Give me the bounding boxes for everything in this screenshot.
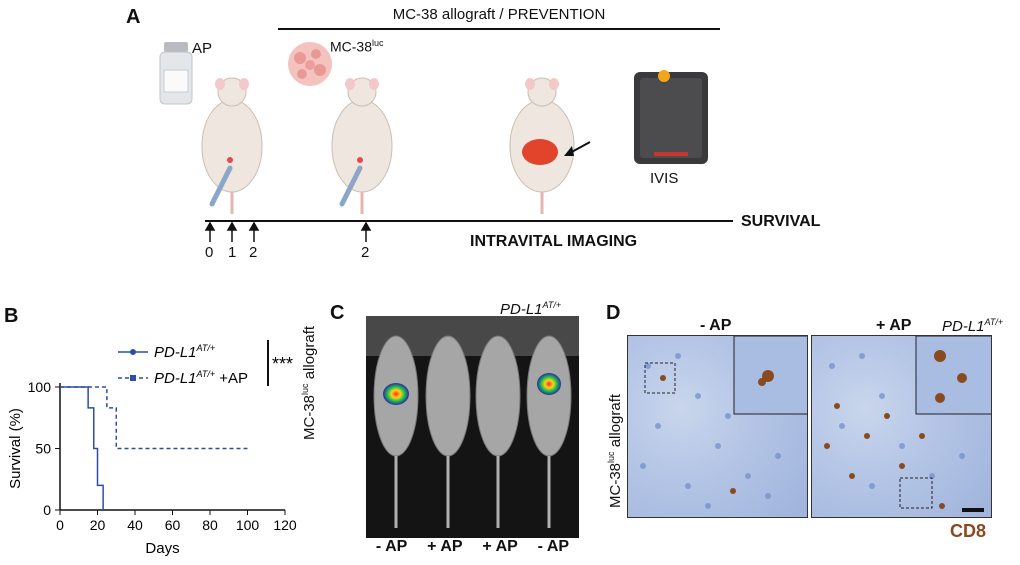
x-tick-label: 20 — [90, 517, 106, 533]
x-tick-label: 40 — [127, 517, 143, 533]
panel-a-header-rule — [278, 28, 720, 30]
ivis-machine-icon — [634, 70, 708, 164]
panel-a-illustration — [159, 42, 708, 214]
cd8-label: CD8 — [950, 521, 987, 541]
legend-marker-2 — [130, 375, 136, 381]
ihc-minus-ap-image — [627, 335, 808, 518]
timeline-day-2b: 2 — [361, 244, 370, 261]
timeline-arrows — [204, 222, 372, 242]
series-line-2 — [60, 386, 248, 450]
survival-chart: 0 20 40 60 80 100 120 0 50 100 Days Survival (%) PD… — [7, 340, 297, 557]
ivis-label: IVIS — [650, 170, 679, 187]
y-axis-label: Survival (%) — [7, 408, 24, 489]
mc38-cells-label: MC-38luc — [330, 38, 384, 55]
x-tick-label: 80 — [202, 517, 218, 533]
y-tick-label: 0 — [43, 502, 51, 518]
timeline-day-0: 0 — [205, 244, 214, 261]
intravital-imaging-label: INTRAVITAL IMAGING — [470, 233, 638, 250]
panel-c-label-2: + AP — [427, 538, 463, 555]
panel-c-bottom-labels: - AP + AP + AP - AP — [366, 538, 579, 562]
mouse-2-icon — [331, 77, 393, 214]
mouse-1-icon — [201, 77, 263, 214]
x-tick-label: 100 — [236, 517, 260, 533]
panel-c-label-1: - AP — [375, 538, 408, 555]
panel-d-right-title: + AP — [876, 317, 912, 334]
x-tick-label: 0 — [56, 517, 64, 533]
y-tick-label: 50 — [35, 441, 51, 457]
mouse-3-tumor-icon — [509, 77, 591, 214]
ivis-mice-image — [366, 316, 579, 538]
timeline-day-2: 2 — [249, 244, 258, 261]
panel-c-letter: C — [330, 302, 345, 324]
series-line-1 — [60, 386, 104, 510]
panel-a-header: MC-38 allograft / PREVENTION — [392, 6, 606, 23]
timeline-day-1: 1 — [228, 244, 237, 261]
timeline-axis — [205, 220, 733, 222]
panel-c-genotype: PD-L1AT/+ — [500, 300, 562, 318]
panel-d-left-title: - AP — [700, 317, 732, 334]
ap-bottle-icon — [159, 42, 193, 105]
panel-d-genotype: PD-L1AT/+ — [942, 317, 1004, 335]
panel-b-letter: B — [4, 305, 19, 327]
survival-label: SURVIVAL — [741, 213, 821, 230]
x-axis-label: Days — [145, 540, 179, 557]
legend-label-1: PD-L1AT/+ — [154, 343, 215, 361]
legend-label-2: PD-L1AT/+ +AP — [154, 369, 248, 387]
panel-a-letter: A — [126, 6, 141, 28]
ivis-image — [366, 316, 579, 538]
y-tick-label: 100 — [28, 379, 52, 395]
legend-marker-1 — [130, 349, 136, 355]
ap-bottle-label: AP — [192, 40, 213, 57]
x-tick-label: 60 — [165, 517, 181, 533]
mc38-cells-icon — [288, 42, 332, 86]
panel-c-label-3: + AP — [482, 538, 518, 555]
panel-c-label-4: - AP — [537, 538, 570, 555]
ihc-plus-ap-image — [811, 335, 992, 518]
panel-d-letter: D — [606, 302, 621, 324]
x-tick-label: 120 — [273, 517, 297, 533]
ivis-signal-mouse-4 — [537, 373, 561, 395]
ivis-signal-mouse-1 — [383, 383, 409, 405]
panel-d-side-label: MC-38luc allograft — [606, 393, 624, 508]
significance-label: *** — [272, 354, 293, 374]
panel-c-side-label: MC-38luc allograft — [300, 325, 318, 440]
